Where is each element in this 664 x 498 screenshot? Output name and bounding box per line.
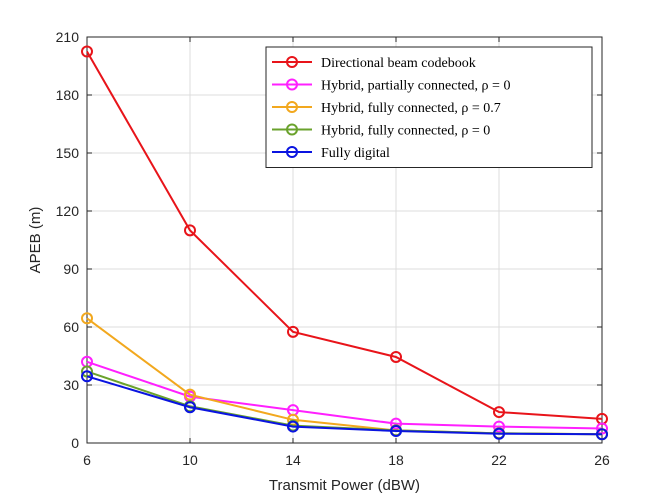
data-point <box>287 420 299 433</box>
y-tick-label: 120 <box>56 203 80 219</box>
series-5 <box>81 370 608 441</box>
data-point <box>184 388 196 401</box>
y-tick-label: 60 <box>63 319 79 335</box>
legend-box <box>265 46 593 168</box>
legend-entry: Fully digital <box>272 146 390 161</box>
x-tick-label: 26 <box>594 452 610 468</box>
series-line <box>86 51 603 420</box>
axes <box>86 36 603 444</box>
data-point <box>81 312 93 325</box>
y-tick-label: 30 <box>63 377 79 393</box>
plot-frame <box>86 36 603 444</box>
data-point <box>493 406 505 419</box>
legend-entry: Hybrid, fully connected, ρ = 0 <box>272 123 490 139</box>
series-1 <box>81 45 608 425</box>
y-tick-label: 0 <box>71 435 79 451</box>
x-tick-label: 10 <box>182 452 198 468</box>
legend-label: Fully digital <box>321 146 390 161</box>
tick-labels: 6 10 14 18 22 26 0 30 60 90 120 150 180 210 <box>56 29 610 468</box>
x-tick-label: 22 <box>491 452 507 468</box>
series-group <box>81 45 608 441</box>
data-point <box>287 325 299 338</box>
legend-swatch-marker <box>286 56 298 68</box>
legend: Directional beam codebook Hybrid, partial… <box>265 46 593 168</box>
y-tick-label: 150 <box>56 145 80 161</box>
data-point <box>184 401 196 414</box>
y-axis-label: APEB (m) <box>27 207 44 274</box>
y-tick-label: 210 <box>56 29 80 45</box>
legend-swatch-marker <box>286 101 298 113</box>
data-point <box>390 350 402 363</box>
legend-entry: Directional beam codebook <box>272 56 476 71</box>
legend-swatch-marker <box>286 78 298 91</box>
x-tick-label: 6 <box>83 452 91 468</box>
legend-label: Directional beam codebook <box>321 56 476 71</box>
y-tick-label: 180 <box>56 87 80 103</box>
legend-swatch-marker <box>286 146 298 158</box>
legend-swatch-marker <box>286 123 298 136</box>
series-line <box>86 360 603 430</box>
data-point <box>390 425 402 438</box>
legend-entry: Hybrid, fully connected, ρ = 0.7 <box>272 101 501 116</box>
y-tick-label: 90 <box>63 261 79 277</box>
series-line <box>86 375 603 436</box>
data-point <box>184 224 196 237</box>
data-point <box>81 45 93 58</box>
data-point <box>390 417 402 430</box>
legend-label: Hybrid, fully connected, ρ = 0 <box>321 124 490 139</box>
x-tick-label: 18 <box>388 452 404 468</box>
x-tick-label: 14 <box>285 452 301 468</box>
legend-label: Hybrid, fully connected, ρ = 0.7 <box>321 101 501 116</box>
x-axis-label: Transmit Power (dBW) <box>269 477 420 494</box>
legend-entry: Hybrid, partially connected, ρ = 0 <box>272 78 510 94</box>
data-point <box>493 427 505 440</box>
data-point <box>596 428 608 441</box>
data-point <box>81 370 93 383</box>
legend-label: Hybrid, partially connected, ρ = 0 <box>321 79 510 94</box>
data-point <box>493 420 505 433</box>
